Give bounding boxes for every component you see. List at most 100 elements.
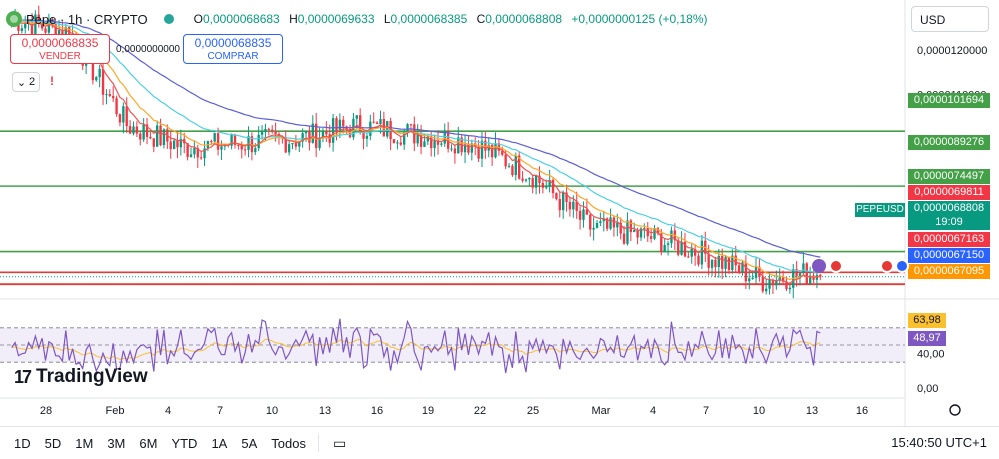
current-price-badge: 0,0000068808 <box>908 201 990 216</box>
range-ytd[interactable]: YTD <box>171 435 198 451</box>
candle <box>172 140 176 150</box>
candle <box>112 96 115 99</box>
candle <box>561 192 565 211</box>
candle <box>254 148 257 153</box>
event-lightning-icon[interactable] <box>812 259 826 273</box>
time-axis-label: 4 <box>650 405 656 417</box>
level-badge-2: 0,0000089276 <box>908 135 990 150</box>
rsi-line <box>11 318 821 374</box>
candle <box>504 154 507 167</box>
candle <box>511 165 514 176</box>
candle <box>95 77 98 81</box>
candle <box>419 134 423 147</box>
candle <box>30 22 34 36</box>
market-status-icon <box>163 14 174 24</box>
candle <box>47 20 51 33</box>
candle <box>416 134 419 144</box>
candle <box>342 119 345 127</box>
candle <box>105 94 108 96</box>
candle <box>267 128 271 130</box>
candle <box>233 134 237 145</box>
candle <box>649 236 653 239</box>
candle <box>260 132 264 135</box>
rsi-ma-badge: 48,97 <box>908 331 946 346</box>
candle <box>125 106 128 127</box>
time-axis-label: 16 <box>371 405 383 417</box>
candle <box>430 136 433 149</box>
candle <box>338 119 342 132</box>
candle <box>37 14 40 23</box>
settings-gear-icon[interactable] <box>949 404 961 416</box>
candle <box>61 30 64 38</box>
range-1y[interactable]: 1A <box>211 435 228 451</box>
candle <box>592 227 595 230</box>
range-1d[interactable]: 1D <box>14 435 31 451</box>
candle <box>467 144 470 153</box>
candle <box>514 155 517 176</box>
candle <box>551 179 555 194</box>
candle <box>622 233 626 244</box>
candle <box>179 139 183 148</box>
candle <box>152 138 155 147</box>
range-5d[interactable]: 5D <box>44 435 62 451</box>
rsi-ma-line <box>11 338 821 360</box>
range-all[interactable]: Todos <box>271 435 306 451</box>
candle <box>24 23 27 29</box>
candle <box>423 141 426 147</box>
spread-value: 0,0000000000 <box>116 44 180 55</box>
candle <box>805 263 808 285</box>
currency-select[interactable]: USD <box>911 6 989 32</box>
time-axis-label: Mar <box>592 405 611 417</box>
candle <box>64 27 68 38</box>
candle <box>243 149 247 151</box>
range-3m[interactable]: 3M <box>107 435 126 451</box>
candle <box>433 140 436 149</box>
indicators-toggle[interactable]: ⌄ 2 <box>12 72 40 92</box>
candle <box>118 114 122 123</box>
candle <box>660 233 663 253</box>
ohlc-values: O0,0000068683 H0,0000069633 L0,000006838… <box>193 12 708 26</box>
candle <box>545 186 548 188</box>
candle <box>335 118 338 132</box>
candle <box>237 144 240 146</box>
rsi-axis-label: 0,00 <box>917 383 938 395</box>
candle <box>40 22 44 29</box>
candle <box>186 143 189 157</box>
candle <box>132 126 135 134</box>
symbol-title[interactable]: Pepe · 1h · CRYPTO <box>26 11 148 27</box>
candle <box>365 135 369 139</box>
candle <box>687 256 690 258</box>
candle <box>108 94 111 97</box>
candle <box>402 131 406 145</box>
sell-button[interactable]: 0,0000068835 VENDER <box>10 34 110 64</box>
us-flag-icon[interactable] <box>895 259 909 273</box>
candle <box>203 148 206 159</box>
pepe-logo-icon <box>6 11 22 27</box>
date-range-icon[interactable]: ▭ <box>332 434 347 451</box>
candle <box>609 217 612 229</box>
range-1m[interactable]: 1M <box>75 435 94 451</box>
candle <box>135 126 139 134</box>
candle <box>548 179 551 187</box>
clock[interactable]: 15:40:50 UTC+1 <box>891 435 987 450</box>
time-axis-label: 13 <box>319 405 331 417</box>
candle <box>169 141 172 150</box>
candle <box>20 28 24 31</box>
us-flag-icon[interactable] <box>880 259 894 273</box>
tradingview-watermark: 17 TradingView <box>14 366 148 387</box>
buy-button[interactable]: 0,0000068835 COMPRAR <box>183 34 283 64</box>
us-flag-icon[interactable] <box>829 259 843 273</box>
range-5y[interactable]: 5A <box>241 435 258 451</box>
candle <box>697 255 700 265</box>
candle <box>663 244 666 253</box>
candle <box>582 209 585 220</box>
candle <box>653 228 656 239</box>
candle <box>781 277 785 282</box>
candle <box>541 183 545 188</box>
candle <box>605 218 609 229</box>
warning-icon[interactable]: ! <box>50 74 54 88</box>
time-axis-label: Feb <box>106 405 125 417</box>
candle <box>602 218 605 222</box>
range-6m[interactable]: 6M <box>139 435 158 451</box>
